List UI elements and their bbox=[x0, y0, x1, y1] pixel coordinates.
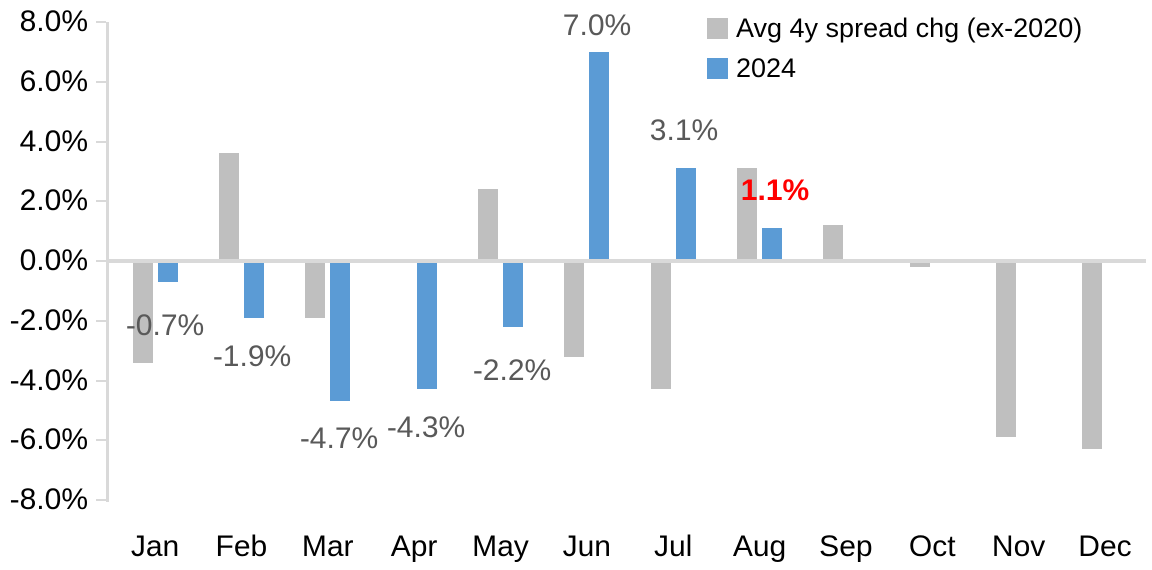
x-axis-label-oct: Oct bbox=[908, 530, 956, 563]
y-axis-tick-mark bbox=[96, 260, 106, 262]
y-axis-tick-label: 6.0% bbox=[19, 64, 88, 98]
data-label-07: -0.7% bbox=[125, 309, 205, 342]
bar-avg-jun bbox=[564, 261, 585, 357]
bar-avg-jul bbox=[650, 261, 671, 390]
data-label-47: -4.7% bbox=[299, 422, 379, 455]
bar-2024-may bbox=[502, 261, 523, 327]
y-axis-tick-mark bbox=[96, 439, 106, 442]
data-label-70: 7.0% bbox=[562, 9, 632, 42]
data-label-31: 3.1% bbox=[649, 114, 719, 147]
bar-2024-mar bbox=[330, 261, 351, 402]
x-axis-label-jun: Jun bbox=[562, 530, 611, 563]
bar-avg-mar bbox=[305, 261, 326, 318]
x-axis-label-apr: Apr bbox=[390, 530, 438, 563]
data-label-22: -2.2% bbox=[472, 354, 552, 387]
bar-2024-jan bbox=[157, 261, 178, 282]
y-axis-tick-mark bbox=[96, 379, 106, 382]
data-label-43: -4.3% bbox=[386, 411, 466, 444]
y-axis-tick-label: -4.0% bbox=[9, 363, 88, 397]
bar-avg-may bbox=[477, 189, 498, 261]
x-axis-label-dec: Dec bbox=[1078, 530, 1132, 563]
legend-label-2024: 2024 bbox=[736, 53, 797, 83]
y-axis-tick-label: -2.0% bbox=[9, 303, 88, 337]
y-axis-tick-mark bbox=[96, 140, 106, 143]
y-axis-tick-label: -6.0% bbox=[9, 423, 88, 457]
y-axis-tick-mark bbox=[96, 21, 106, 23]
y-axis-tick-label: 2.0% bbox=[19, 184, 88, 218]
y-axis-line bbox=[106, 22, 109, 502]
bar-avg-oct bbox=[909, 261, 930, 267]
legend: Avg 4y spread chg (ex-2020) 2024 bbox=[707, 13, 1082, 84]
legend-item-2024: 2024 bbox=[707, 53, 1082, 84]
x-axis-label-mar: Mar bbox=[301, 530, 354, 563]
x-axis-label-may: May bbox=[472, 530, 529, 563]
x-axis-label-jan: Jan bbox=[130, 530, 180, 563]
bar-avg-nov bbox=[996, 261, 1017, 438]
bar-2024-jun bbox=[589, 51, 610, 261]
legend-swatch-blue bbox=[707, 58, 728, 79]
bar-2024-apr bbox=[416, 261, 437, 390]
bar-2024-jul bbox=[675, 168, 696, 261]
bar-2024-feb bbox=[243, 261, 264, 318]
y-axis-tick-mark bbox=[96, 200, 106, 203]
y-axis-tick-mark bbox=[96, 319, 106, 322]
zero-line bbox=[109, 259, 1146, 263]
bar-avg-feb bbox=[218, 153, 239, 261]
y-axis-tick-label: 8.0% bbox=[19, 5, 88, 38]
x-axis-label-jul: Jul bbox=[653, 530, 693, 563]
bar-avg-jan bbox=[132, 261, 153, 363]
data-label-19: -1.9% bbox=[212, 340, 292, 373]
x-axis-label-sep: Sep bbox=[819, 530, 873, 563]
legend-swatch-gray bbox=[707, 18, 728, 39]
x-axis-label-nov: Nov bbox=[991, 530, 1046, 563]
y-axis-tick-label: 4.0% bbox=[19, 124, 88, 158]
data-label-11: 1.1% bbox=[740, 174, 810, 207]
bar-avg-dec bbox=[1082, 261, 1103, 450]
y-axis-tick-mark bbox=[96, 499, 106, 501]
x-axis-label-aug: Aug bbox=[732, 530, 787, 563]
y-axis-tick-label: 0.0% bbox=[19, 244, 88, 277]
legend-label-avg: Avg 4y spread chg (ex-2020) bbox=[736, 13, 1083, 43]
bar-2024-aug bbox=[762, 228, 783, 261]
y-axis-tick-mark bbox=[96, 80, 106, 83]
x-axis-label-feb: Feb bbox=[215, 530, 268, 563]
y-axis-tick-label: -8.0% bbox=[9, 483, 88, 516]
bar-avg-sep bbox=[823, 225, 844, 261]
legend-item-avg: Avg 4y spread chg (ex-2020) bbox=[707, 13, 1082, 44]
bar-avg-aug bbox=[737, 168, 758, 261]
